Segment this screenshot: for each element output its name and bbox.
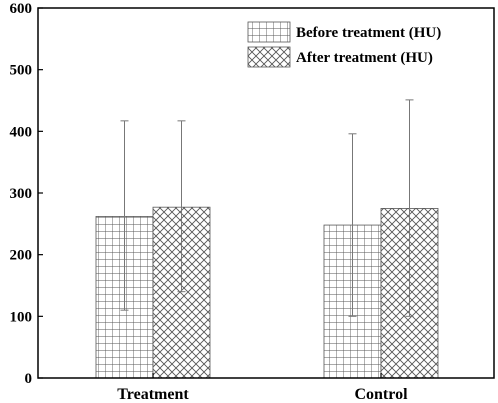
legend-label-after: After treatment (HU) [296, 50, 433, 66]
y-tick-label: 600 [10, 1, 33, 17]
legend-swatch-before [247, 21, 291, 43]
x-category-label: Control [354, 386, 408, 403]
legend-label-before: Before treatment (HU) [296, 25, 441, 41]
y-tick-label: 300 [10, 186, 33, 202]
bars-layer [95, 206, 439, 379]
axes-layer: 0 100 200 300 400 500 600 Treatment Control [10, 1, 409, 403]
legend-swatch-after [247, 46, 291, 68]
y-tick-label: 400 [10, 124, 33, 140]
y-tick-label: 100 [10, 309, 33, 325]
legend: Before treatment (HU) After treatment (HU… [247, 21, 441, 68]
y-tick-label: 0 [25, 371, 33, 387]
error-bars-layer [120, 99, 414, 317]
y-tick-label: 200 [10, 248, 33, 264]
x-category-label: Treatment [117, 386, 189, 403]
y-tick-label: 500 [10, 63, 33, 79]
